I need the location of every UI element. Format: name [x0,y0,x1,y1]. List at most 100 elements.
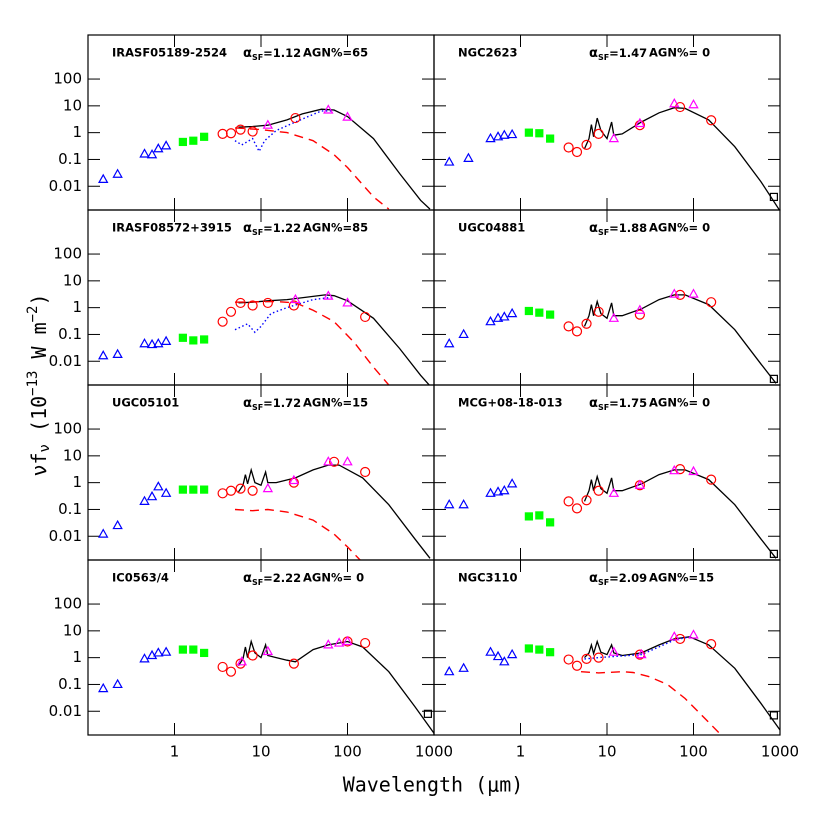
plot-area [583,294,777,384]
data-point [235,297,246,309]
data-point [444,665,455,676]
agn-label: AGN%= 0 [649,396,710,410]
data-point [608,646,620,656]
model-line [234,300,390,385]
data-point [593,306,604,317]
data-point [706,115,717,126]
y-tick-label: 10 [63,446,82,464]
data-point [146,490,158,501]
data-point [329,456,340,467]
agn-label: AGN%=15 [649,571,714,585]
model-line [583,469,777,559]
alpha-sub: SF [252,228,263,237]
alpha-sub: SF [252,578,263,587]
y-label-part: ν [37,444,53,452]
data-point [217,128,228,139]
y-tick-label: 0.01 [49,527,82,545]
alpha-label: αSF=1.22 [243,221,301,237]
model-line [583,107,780,210]
data-point [247,650,258,661]
y-label-part: ν [27,464,51,476]
data-point [634,304,646,314]
alpha-label: αSF=2.09 [589,571,647,587]
data-point [323,290,334,300]
data-point [769,549,778,558]
data-point [688,465,699,476]
data-point [288,477,299,488]
y-axis-label: νfν (10−13 W m−2) [25,293,53,476]
y-tick-label: 0.01 [49,177,82,195]
data-point [333,637,345,647]
panel-name: UGC04881 [458,221,525,235]
x-tick-label: 10 [251,743,270,761]
data-point [323,456,334,466]
alpha-sub: SF [598,228,609,237]
data-point [506,648,518,659]
data-point [571,503,583,514]
alpha-value: =1.22 [263,221,301,235]
alpha-symbol: α [243,221,252,236]
data-point [444,156,455,166]
data-point [217,661,228,673]
data-point [112,519,123,530]
data-point [153,481,164,491]
x-tick-label: 1 [170,743,180,761]
data-point [178,485,187,494]
data-point [247,300,258,311]
data-point [593,485,604,496]
data-point [669,631,680,641]
alpha-label: αSF=1.72 [243,396,301,412]
agn-label: AGN%=65 [303,46,368,60]
data-point [178,645,187,654]
panel-name: IRASF05189-2524 [112,46,227,60]
data-point [146,149,158,159]
data-point [581,139,592,150]
data-point [189,645,198,654]
panel: 0.01 0.1 1 10 100 IRASF08572+3915 αSF=1.22 AGN%… [49,209,435,386]
alpha-label: αSF=1.88 [589,221,647,237]
data-point [506,128,518,139]
data-point [178,333,187,342]
alpha-sub: SF [598,578,609,587]
data-point [342,111,353,121]
data-point [112,348,123,359]
data-point [444,499,455,509]
data-point [688,99,699,109]
alpha-symbol: α [589,396,598,411]
data-point [688,288,699,298]
data-point [178,137,187,147]
data-point [146,338,158,349]
alpha-value: =1.12 [263,46,301,60]
model-line [583,294,777,384]
alpha-value: =1.88 [609,221,647,235]
data-point [563,654,574,665]
data-point [139,148,150,158]
data-point [458,328,469,339]
panel: 0.01 0.1 1 10 100 IRASF05189-2524 αSF=1.12 AGN%… [49,34,435,211]
x-tick-label: 1000 [415,743,453,761]
data-point [675,633,686,645]
data-point [524,306,533,316]
alpha-symbol: α [589,46,598,61]
alpha-label: αSF=1.12 [243,46,301,62]
data-point [444,338,455,348]
data-point [546,134,555,143]
x-tick-label: 10 [597,743,616,761]
data-point [236,656,248,666]
data-point [563,321,574,332]
agn-label: AGN%= 0 [649,221,710,235]
data-point [669,464,680,475]
x-axis-label: Wavelength (μm) [343,773,524,797]
panel: 0.01 0.1 1 10 100 UGC05101 αSF=1.72 AGN%=15 [49,384,435,561]
alpha-symbol: α [243,46,252,61]
data-point [290,293,301,304]
panel-name: NGC3110 [458,571,518,585]
panel-name: NGC2623 [458,46,518,60]
data-point [581,318,592,329]
data-point [98,682,109,693]
data-point [262,119,274,129]
agn-label: AGN%=15 [303,396,368,410]
alpha-value: =1.47 [609,46,647,60]
data-point [675,464,686,475]
